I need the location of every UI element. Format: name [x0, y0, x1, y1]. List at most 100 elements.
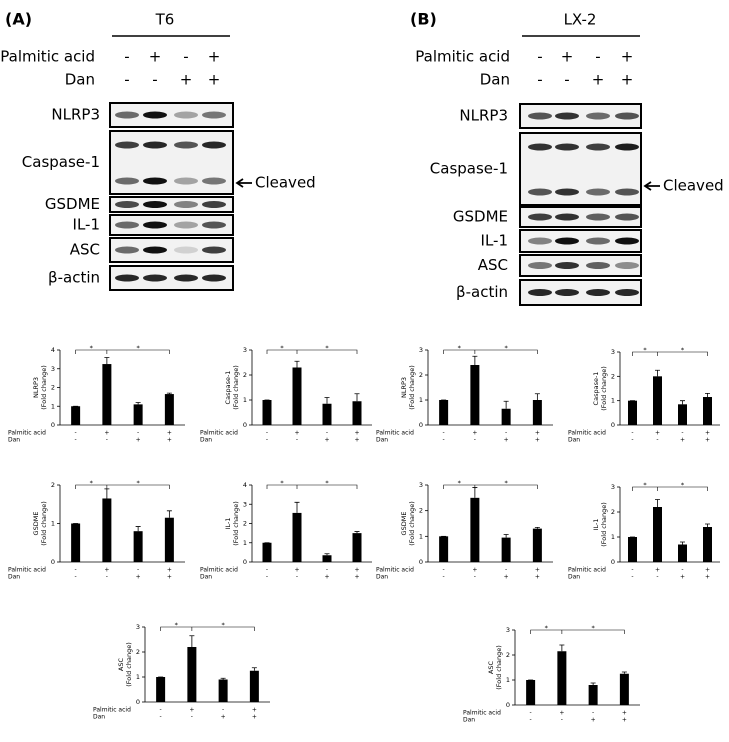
bar — [703, 397, 712, 425]
condition-sign: - — [160, 714, 162, 721]
blot-band — [115, 177, 139, 185]
significance-bracket — [75, 484, 170, 489]
blot-band — [174, 177, 198, 185]
condition-sign: - — [152, 71, 157, 89]
blot-band — [555, 112, 579, 120]
error-bar — [324, 553, 330, 556]
condition-sign: + — [167, 437, 172, 444]
condition-sign: - — [137, 567, 139, 574]
significance-star: * — [643, 481, 647, 489]
y-tick-label: 2 — [136, 648, 140, 656]
condition-sign: + — [252, 714, 257, 721]
bar — [249, 670, 259, 702]
condition-sign: - — [191, 714, 193, 721]
error-bar — [220, 677, 226, 680]
condition-sign: - — [505, 430, 507, 437]
bar — [526, 680, 536, 705]
condition-sign: + — [167, 574, 172, 581]
condition-sign: + — [535, 574, 540, 581]
bar — [133, 531, 143, 562]
condition-sign: + — [294, 567, 299, 574]
significance-star: * — [545, 624, 549, 632]
error-bar — [655, 499, 660, 507]
y-axis-label: Caspase-1 — [224, 371, 232, 405]
condition-sign: + — [622, 710, 627, 717]
y-tick-label: 3 — [419, 481, 423, 489]
blot-label: Caspase-1 — [430, 160, 508, 178]
error-bar — [472, 487, 478, 498]
bar — [653, 376, 662, 425]
blot-band — [528, 213, 552, 221]
error-bar — [354, 531, 360, 534]
y-tick-label: 1 — [136, 673, 140, 681]
condition-sign: + — [221, 714, 226, 721]
y-tick-label: 3 — [243, 500, 247, 508]
blot-label: β-actin — [456, 283, 508, 301]
condition-sign: - — [75, 430, 77, 437]
blot-band — [555, 143, 579, 151]
blot-band — [143, 141, 167, 149]
blot-band — [586, 237, 610, 245]
significance-bracket — [443, 349, 538, 354]
error-bar — [294, 501, 300, 513]
y-tick-label: 2 — [419, 371, 423, 379]
blot-band — [555, 188, 579, 196]
error-bar — [680, 400, 685, 405]
blot-band — [615, 143, 639, 151]
cleaved-arrow — [235, 178, 252, 188]
condition-sign: - — [222, 707, 224, 714]
condition-sign: - — [631, 574, 633, 581]
blot-band — [586, 112, 610, 120]
y-tick-label: 2 — [51, 384, 55, 392]
y-tick-label: 1 — [419, 396, 423, 404]
blot-band — [143, 177, 167, 185]
bar — [292, 367, 302, 425]
significance-bracket — [75, 349, 170, 354]
significance-star: * — [137, 479, 141, 487]
condition-sign: - — [631, 567, 633, 574]
bar — [352, 533, 362, 562]
blot-frame — [109, 214, 234, 236]
condition-sign: + — [354, 567, 359, 574]
cell-line: T6 — [155, 11, 175, 29]
condition-name: Dan — [376, 574, 388, 581]
condition-sign: - — [631, 430, 633, 437]
significance-bracket — [160, 626, 255, 631]
error-bar — [104, 488, 110, 499]
condition-sign: - — [443, 430, 445, 437]
condition-sign: - — [266, 430, 268, 437]
blot-band — [586, 213, 610, 221]
y-axis-label: (Fold change) — [232, 365, 240, 409]
y-axis-label: ASC — [487, 660, 495, 674]
condition-sign: - — [537, 71, 542, 89]
bar — [678, 544, 687, 562]
significance-bracket — [632, 486, 708, 491]
condition-sign: + — [655, 567, 660, 574]
y-tick-label: 2 — [51, 481, 55, 489]
y-axis-label: IL-1 — [224, 518, 232, 530]
condition-sign: + — [592, 71, 605, 89]
significance-star: * — [90, 479, 94, 487]
blot-label: GSDME — [45, 195, 100, 213]
blot-frame — [109, 130, 234, 195]
error-bar — [135, 402, 141, 405]
blot-band — [174, 221, 198, 229]
y-tick-label: 1 — [51, 520, 55, 528]
significance-star: * — [505, 479, 509, 487]
bar — [322, 403, 332, 425]
y-tick-label: 4 — [243, 481, 247, 489]
condition-name: Dan — [480, 71, 510, 89]
blot-band — [586, 262, 610, 269]
blot-band — [115, 274, 139, 282]
error-bar — [503, 400, 509, 409]
y-tick-label: 1 — [419, 532, 423, 540]
condition-sign: + — [680, 437, 685, 444]
y-axis-label: (Fold change) — [40, 365, 48, 409]
condition-sign: + — [621, 48, 634, 66]
blot-band — [615, 262, 639, 269]
condition-sign: - — [75, 567, 77, 574]
condition-sign: + — [208, 48, 221, 66]
error-bar — [166, 392, 172, 395]
y-tick-label: 3 — [243, 346, 247, 354]
bar — [218, 679, 228, 702]
